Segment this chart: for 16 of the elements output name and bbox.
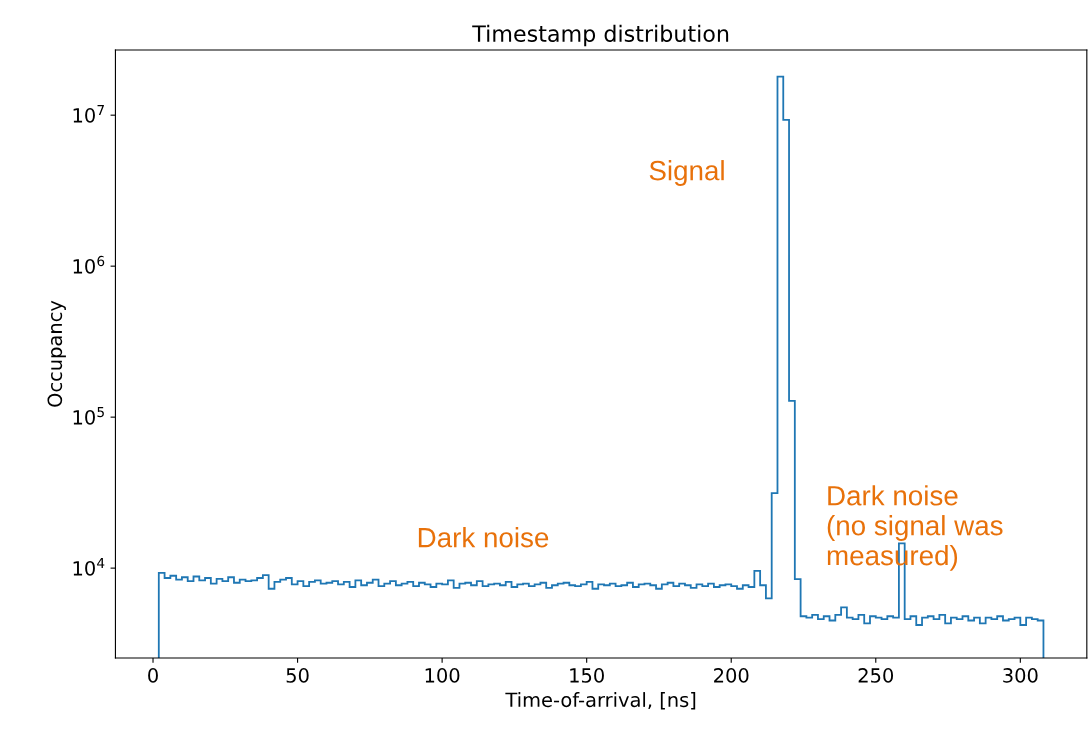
y-tick-label: 10$^{6}$: [73, 255, 105, 274]
y-tick-label: 10$^{4}$: [73, 558, 105, 576]
y-axis-title: Occupancy: [47, 300, 66, 407]
x-tick-label: 150: [570, 668, 604, 683]
chart-title: Timestamp distribution: [472, 24, 729, 47]
x-tick-label: 0: [148, 668, 158, 683]
y-tick-label: 10$^{5}$: [73, 407, 104, 425]
x-tick-label: 50: [286, 668, 309, 683]
x-tick-label: 300: [1003, 668, 1038, 683]
x-tick-label: 200: [714, 668, 749, 683]
annotation: Dark noise: [418, 527, 549, 548]
x-tick-label: 250: [858, 668, 894, 683]
annotation: Signal: [649, 160, 724, 186]
x-axis-title: Time-of-arrival, [ns]: [505, 692, 696, 710]
y-tick-label: 10$^{7}$: [73, 105, 104, 123]
x-tick-label: 100: [425, 668, 460, 683]
